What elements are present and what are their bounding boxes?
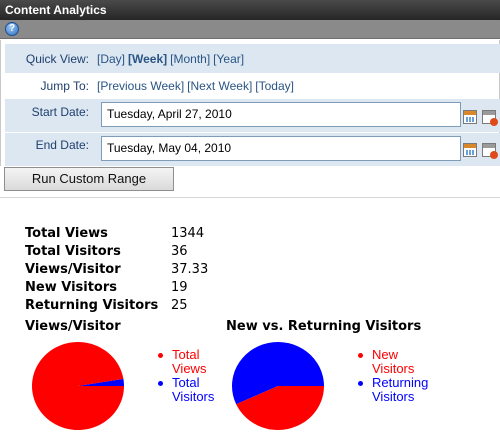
jump-to-label: Jump To: — [40, 79, 89, 93]
today-link[interactable]: [Today] — [255, 79, 294, 93]
pie-chart-new-vs-returning — [232, 341, 324, 430]
legend-label-line: Visitors — [172, 389, 215, 404]
pie-slice-total-visitors — [78, 378, 124, 386]
help-icon[interactable]: ? — [5, 22, 19, 36]
legend-marker — [158, 353, 163, 358]
window-title: Content Analytics — [0, 0, 500, 20]
jump-to-row: Jump To: [Previous Week] [Next Week] [Toda… — [5, 73, 500, 99]
chart-legend: Total Views Total Visitors — [156, 348, 214, 404]
stat-label: Total Views — [25, 226, 108, 241]
quick-view-month-link[interactable]: [Month] — [170, 52, 211, 66]
pie-slice-returning-visitors — [232, 341, 324, 405]
end-date-label: End Date: — [35, 138, 89, 152]
quick-view-day-link[interactable]: [Day] — [97, 52, 126, 66]
previous-week-link[interactable]: [Previous Week] — [97, 79, 185, 93]
chart-title: New vs. Returning Visitors — [226, 319, 422, 334]
quick-view-week-link[interactable]: [Week] — [128, 52, 168, 66]
legend-item: Total Views — [156, 348, 214, 376]
legend-item: Total Visitors — [156, 376, 214, 404]
start-date-label: Start Date: — [31, 105, 89, 119]
toolbar: ? — [0, 20, 500, 39]
quick-view-options: [Day] [Week] [Month] [Year] — [97, 52, 244, 66]
legend-label-line: Views — [172, 361, 207, 376]
stat-row: New Visitors 19 — [25, 280, 325, 298]
jump-to-links: [Previous Week] [Next Week] [Today] — [97, 79, 294, 93]
stat-row: Returning Visitors 25 — [25, 298, 325, 316]
legend-marker — [358, 381, 363, 386]
pie-chart-views-per-visitor — [32, 342, 124, 431]
end-date-clear-icon[interactable] — [482, 143, 498, 159]
start-date-calendar-icon[interactable] — [463, 110, 477, 124]
stat-label: Views/Visitor — [25, 262, 121, 277]
legend-label-line: Total — [172, 375, 200, 390]
date-range-controls: Quick View: [Day] [Week] [Month] [Year] Jum… — [0, 40, 500, 166]
quick-view-label: Quick View: — [25, 52, 89, 66]
stat-value: 19 — [171, 280, 188, 295]
legend-marker — [358, 353, 363, 358]
quick-view-year-link[interactable]: [Year] — [213, 52, 245, 66]
stat-label: Returning Visitors — [25, 298, 159, 313]
quick-view-row: Quick View: [Day] [Week] [Month] [Year] — [5, 44, 500, 73]
stat-value: 1344 — [171, 226, 205, 241]
legend-item: Returning Visitors — [356, 376, 428, 404]
stat-value: 25 — [171, 298, 188, 313]
stat-row: Total Views 1344 — [25, 226, 325, 244]
chart-legend: New Visitors Returning Visitors — [356, 348, 428, 404]
pie-slice-total-views — [32, 342, 124, 431]
legend-marker — [158, 381, 163, 386]
stat-row: Views/Visitor 37.33 — [25, 262, 325, 280]
end-date-calendar-icon[interactable] — [463, 143, 477, 157]
legend-item: New Visitors — [356, 348, 428, 376]
stat-row: Total Visitors 36 — [25, 244, 325, 262]
stat-label: New Visitors — [25, 280, 118, 295]
stat-value: 37.33 — [171, 262, 209, 277]
start-date-row: Start Date: Tuesday, April 27, 2010 — [5, 99, 500, 132]
legend-label-line: Visitors — [372, 389, 415, 404]
stat-value: 36 — [171, 244, 188, 259]
end-date-field[interactable]: Tuesday, May 04, 2010 — [101, 136, 461, 161]
next-week-link[interactable]: [Next Week] — [187, 79, 253, 93]
legend-label-line: Visitors — [372, 361, 415, 376]
legend-label-line: Returning — [372, 375, 429, 390]
start-date-field[interactable]: Tuesday, April 27, 2010 — [101, 102, 461, 127]
chart-title: Views/Visitor — [25, 319, 121, 334]
end-date-row: End Date: Tuesday, May 04, 2010 — [5, 133, 500, 166]
divider — [0, 197, 500, 198]
legend-label-line: Total — [172, 347, 200, 362]
start-date-clear-icon[interactable] — [482, 110, 498, 126]
legend-label-line: New — [372, 347, 399, 362]
run-custom-range-button[interactable]: Run Custom Range — [4, 167, 174, 191]
stat-label: Total Visitors — [25, 244, 121, 259]
pie-slice-new-visitors — [236, 386, 324, 430]
